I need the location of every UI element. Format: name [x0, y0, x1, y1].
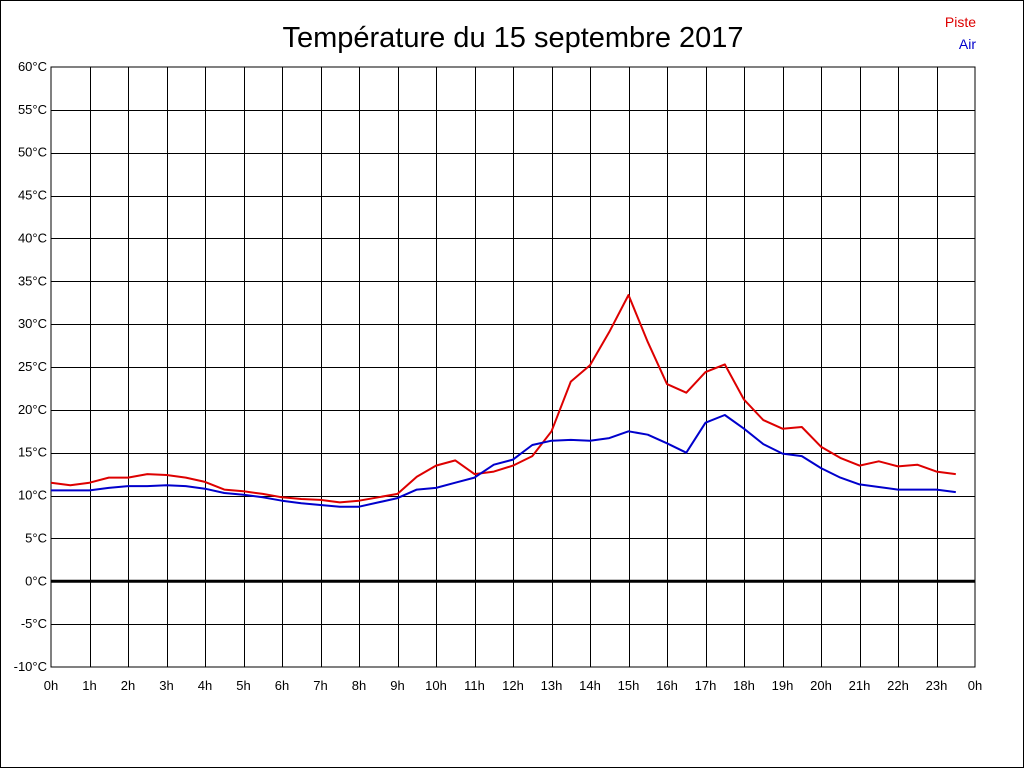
x-tick-label: 14h [579, 678, 601, 693]
x-tick-label: 22h [887, 678, 909, 693]
y-tick-label: 15°C [18, 445, 47, 460]
y-tick-label: 20°C [18, 402, 47, 417]
series-line-piste [50, 294, 956, 504]
y-tick-label: 35°C [18, 273, 47, 288]
y-tick-label: 55°C [18, 102, 47, 117]
x-tick-label: 19h [772, 678, 794, 693]
y-tick-label: 5°C [25, 530, 47, 545]
chart-title: Température du 15 septembre 2017 [282, 22, 743, 54]
y-tick-label: 0°C [25, 573, 47, 588]
x-tick-label: 0h [968, 678, 982, 693]
series-layer [50, 294, 956, 508]
x-tick-label: 10h [425, 678, 447, 693]
x-tick-label: 2h [121, 678, 135, 693]
series-line-air [51, 414, 956, 508]
y-tick-label: 25°C [18, 359, 47, 374]
legend-entry-piste: Piste [945, 14, 976, 30]
x-tick-label: 13h [541, 678, 563, 693]
x-tick-label: 21h [849, 678, 871, 693]
y-tick-label: 50°C [18, 145, 47, 160]
x-tick-label: 9h [390, 678, 404, 693]
x-tick-label: 1h [82, 678, 96, 693]
axis-labels: 60°C 55°C 50°C 45°C 40°C 35°C 30°C 25°C 20°C 15°C… [14, 59, 983, 693]
x-tick-label: 15h [618, 678, 640, 693]
x-tick-label: 6h [275, 678, 289, 693]
x-tick-label: 8h [352, 678, 366, 693]
x-tick-label: 11h [464, 678, 485, 693]
x-tick-label: 23h [926, 678, 948, 693]
x-tick-label: 16h [656, 678, 678, 693]
y-tick-label: 40°C [18, 230, 47, 245]
y-tick-label: -10°C [14, 659, 47, 674]
x-tick-label: 7h [313, 678, 327, 693]
x-tick-label: 5h [236, 678, 250, 693]
y-tick-label: 60°C [18, 59, 47, 74]
legend: Piste Air [945, 14, 976, 52]
x-tick-label: 0h [44, 678, 58, 693]
x-tick-label: 20h [810, 678, 832, 693]
y-tick-label: 10°C [18, 488, 47, 503]
x-tick-label: 4h [198, 678, 212, 693]
x-tick-label: 17h [695, 678, 717, 693]
legend-entry-air: Air [959, 36, 976, 52]
x-tick-label: 3h [159, 678, 173, 693]
x-tick-label: 18h [733, 678, 755, 693]
x-tick-label: 12h [502, 678, 524, 693]
y-tick-label: 45°C [18, 188, 47, 203]
y-tick-label: 30°C [18, 316, 47, 331]
y-tick-label: -5°C [21, 616, 47, 631]
grid [50, 66, 976, 668]
